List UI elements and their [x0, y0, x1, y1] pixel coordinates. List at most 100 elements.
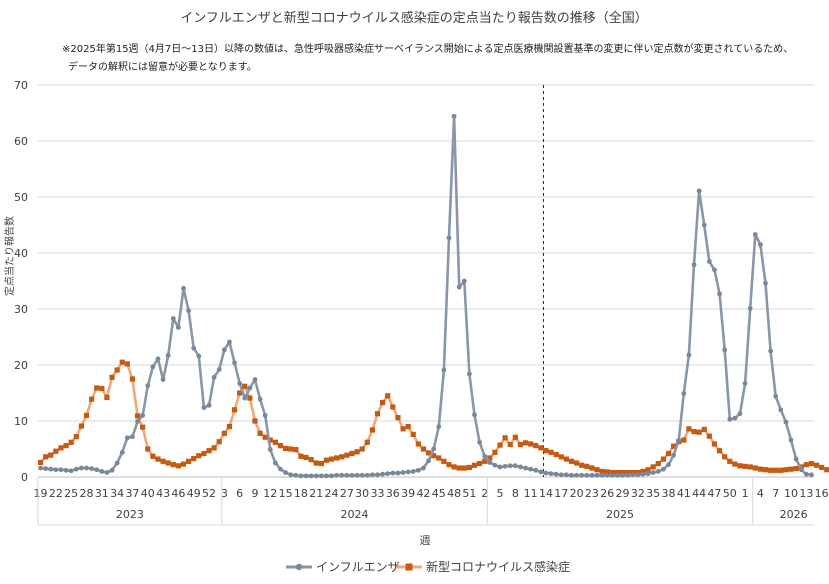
data-point: [426, 458, 431, 464]
data-point: [267, 447, 273, 452]
data-point: [410, 469, 416, 474]
data-point: [313, 460, 319, 466]
data-point: [354, 449, 360, 455]
data-point: [99, 469, 105, 474]
data-point: [160, 377, 166, 382]
data-point: [512, 463, 518, 469]
x-tick-label: 14: [539, 487, 553, 500]
data-point: [594, 472, 600, 478]
data-point: [191, 345, 197, 351]
data-point: [165, 353, 171, 358]
data-point: [686, 352, 692, 358]
x-tick-label: 11: [524, 487, 538, 500]
data-point: [558, 472, 564, 478]
y-tick-label: 0: [21, 471, 28, 484]
x-tick-label: 49: [187, 487, 201, 500]
data-point: [252, 418, 258, 424]
grid: [38, 84, 814, 478]
year-label: 2024: [341, 508, 369, 521]
series-line: [40, 115, 812, 478]
x-tick-label: 33: [371, 487, 385, 500]
data-point: [717, 291, 722, 297]
data-point: [579, 462, 585, 468]
data-point: [701, 222, 707, 228]
data-point: [109, 467, 115, 473]
data-point: [543, 470, 549, 476]
data-point: [43, 466, 49, 471]
x-tick-label: 10: [784, 487, 798, 500]
data-point: [53, 448, 59, 454]
data-point: [472, 412, 477, 418]
data-point: [58, 467, 64, 473]
data-point: [114, 367, 120, 373]
data-point: [487, 455, 493, 461]
x-tick-label: 41: [677, 487, 691, 500]
data-point: [645, 471, 651, 477]
x-tick-label: 17: [554, 487, 568, 500]
data-point: [548, 449, 554, 455]
data-point: [354, 472, 360, 478]
data-point: [589, 465, 595, 471]
data-point: [364, 439, 370, 445]
data-point: [237, 381, 243, 386]
y-axis-label: 定点当たり報告数: [3, 216, 16, 296]
chart-note-line-1: ※2025年第15週（4月7日〜13日）以降の数値は、急性呼吸器感染症サーベイラ…: [62, 42, 793, 55]
data-point: [359, 472, 365, 478]
data-point: [380, 399, 386, 406]
data-point: [558, 454, 564, 460]
data-point: [497, 442, 503, 448]
data-point: [78, 465, 84, 471]
x-tick-label: 24: [325, 487, 339, 500]
data-point: [114, 460, 120, 466]
data-point: [512, 434, 518, 440]
data-point: [329, 473, 334, 479]
y-tick-label: 40: [14, 247, 28, 260]
x-tick-label: 16: [815, 487, 829, 500]
y-tick-label: 20: [14, 359, 28, 372]
x-tick-label: 38: [662, 487, 676, 500]
data-point: [752, 465, 758, 471]
data-point: [293, 472, 299, 478]
x-tick-label: 5: [497, 487, 504, 500]
data-point: [645, 467, 651, 473]
data-point: [288, 446, 294, 452]
x-tick-label: 28: [80, 487, 94, 500]
data-point: [533, 443, 539, 449]
data-point: [37, 459, 44, 466]
data-point: [364, 472, 370, 478]
data-point: [798, 467, 804, 473]
data-point: [226, 424, 233, 430]
data-point: [425, 450, 432, 456]
data-point: [94, 467, 100, 473]
data-point: [696, 429, 702, 435]
data-point: [155, 356, 161, 362]
data-point: [380, 471, 386, 477]
data-point: [599, 472, 605, 478]
x-tick-label: 39: [401, 487, 415, 500]
data-point: [609, 472, 615, 478]
data-point: [594, 467, 600, 473]
data-point: [747, 306, 753, 311]
data-point: [809, 472, 814, 478]
data-point: [390, 404, 396, 410]
data-point: [227, 339, 232, 345]
data-point: [186, 458, 192, 464]
data-point: [563, 472, 569, 478]
x-tick-label: 50: [723, 487, 737, 500]
x-tick-label: 34: [110, 487, 124, 500]
data-point: [201, 405, 207, 410]
data-point: [104, 394, 110, 401]
data-point: [737, 463, 743, 469]
data-point: [768, 467, 774, 473]
data-point: [175, 325, 181, 330]
data-point: [716, 448, 723, 454]
data-point: [344, 472, 350, 478]
data-point: [68, 468, 74, 474]
x-tick-label: 43: [156, 487, 170, 500]
data-point: [732, 461, 738, 467]
data-point: [625, 469, 631, 476]
data-point: [482, 458, 488, 464]
data-point: [283, 445, 289, 452]
data-point: [165, 460, 171, 466]
x-tick-label: 29: [616, 487, 630, 500]
